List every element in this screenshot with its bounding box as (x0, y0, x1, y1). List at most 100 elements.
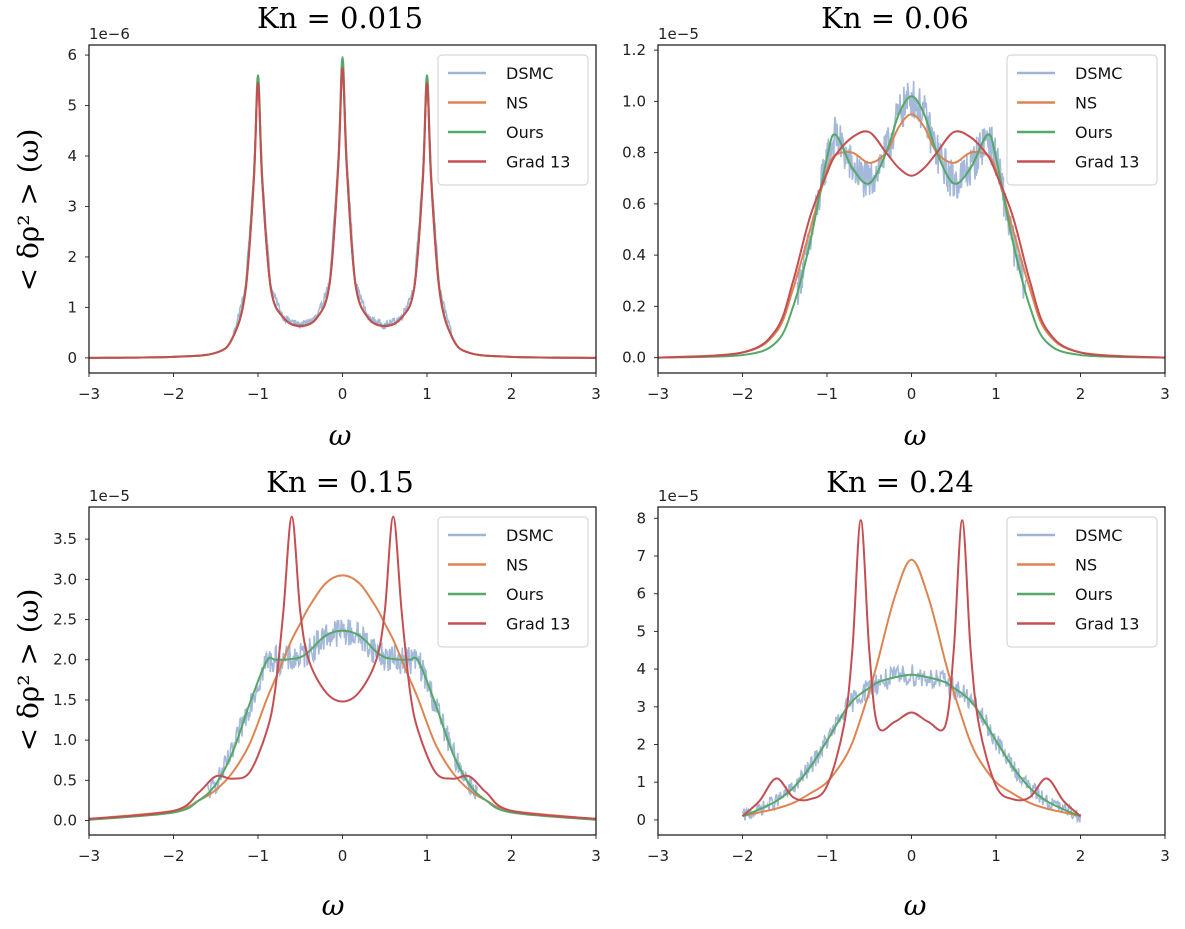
x-tick-label: 0 (907, 385, 917, 403)
y-tick-label: 0.6 (622, 195, 646, 213)
x-tick-label: −3 (647, 385, 669, 403)
y-tick-label: 0.4 (622, 246, 646, 264)
y-tick-label: 3.0 (53, 570, 77, 588)
x-tick-label: 1 (422, 847, 432, 865)
legend: DSMC NS Ours Grad 13 (437, 54, 589, 186)
x-tick-label: 2 (507, 385, 517, 403)
y-tick-label: 4 (67, 147, 77, 165)
y-tick-label: 0.0 (53, 812, 77, 830)
legend-box (437, 516, 589, 648)
plot-area (658, 80, 1165, 359)
y-tick-label: 2.0 (53, 651, 77, 669)
series-grad-13-line (741, 519, 1082, 817)
axes-frame (88, 506, 597, 836)
x-tick-label: 2 (1076, 847, 1086, 865)
y-offset-label: 1e−5 (89, 487, 130, 505)
x-tick-label: −1 (816, 385, 838, 403)
y-tick-label: 3 (67, 197, 77, 215)
panel-1: Kn = 0.015 −3 −2 −1 0 1 2 3 0 1 2 3 4 5 6 1e−6 ω < δρ² > … (12, 1, 601, 452)
legend-label-ours: Ours (506, 123, 544, 142)
legend-box (1006, 54, 1158, 186)
x-axis-label: ω (329, 419, 352, 452)
x-tick-label: 1 (991, 385, 1001, 403)
legend-label-dsmc: DSMC (506, 64, 553, 83)
x-tick-label: −1 (247, 385, 269, 403)
y-tick-label: 6 (67, 46, 77, 64)
x-tick-label: −3 (78, 385, 100, 403)
y-tick-label: 1.5 (53, 691, 77, 709)
y-tick-label: 5 (67, 97, 77, 115)
chart-title: Kn = 0.015 (257, 1, 423, 35)
series-ns-line (742, 558, 1081, 818)
series-dsmc-line (741, 663, 1082, 824)
y-tick-label: 2 (67, 248, 77, 266)
series-ours-line (658, 95, 1165, 359)
plot-area (741, 519, 1082, 824)
y-axis-label: < δρ² > (ω) (12, 589, 45, 752)
legend: DSMC NS Ours Grad 13 (1006, 54, 1158, 186)
y-tick-label: 0 (636, 811, 646, 829)
series-dsmc-line (206, 619, 479, 800)
axes-frame (657, 44, 1166, 374)
legend-label-dsmc: DSMC (1075, 64, 1122, 83)
y-tick-label: 1.0 (53, 731, 77, 749)
panel-4: Kn = 0.24 −3 −2 −1 0 1 2 3 0 1 2 3 4 5 6 7 8 1e−5 ω DSMC NS O… (636, 465, 1169, 922)
y-tick-label: 1 (67, 298, 77, 316)
legend: DSMC NS Ours Grad 13 (1006, 516, 1158, 648)
y-offset-label: 1e−5 (658, 487, 699, 505)
x-tick-label: 3 (1160, 847, 1170, 865)
legend-box (1006, 516, 1158, 648)
y-tick-label: 0.2 (622, 297, 646, 315)
legend-label-grad-13: Grad 13 (506, 153, 570, 172)
y-tick-label: 4 (636, 660, 646, 678)
y-tick-label: 0.5 (53, 771, 77, 789)
y-tick-label: 2.5 (53, 611, 77, 629)
y-tick-label: 3.5 (53, 530, 77, 548)
x-tick-label: −2 (162, 847, 184, 865)
legend-label-grad-13: Grad 13 (506, 615, 570, 634)
x-tick-label: 0 (338, 847, 348, 865)
legend: DSMC NS Ours Grad 13 (437, 516, 589, 648)
series-ns-line (89, 574, 596, 820)
y-tick-label: 0.0 (622, 349, 646, 367)
legend-box (437, 54, 589, 186)
x-tick-label: 0 (338, 385, 348, 403)
x-tick-label: −3 (78, 847, 100, 865)
x-tick-label: −1 (247, 847, 269, 865)
panel-3: Kn = 0.15 −3 −2 −1 0 1 2 3 0.0 0.5 1.0 1.5 2.0 2.5 3.0… (12, 465, 601, 922)
y-tick-label: 0.8 (622, 144, 646, 162)
legend-label-ns: NS (506, 556, 528, 575)
x-axis-label: ω (904, 419, 927, 452)
legend-label-ns: NS (1075, 94, 1097, 113)
legend-label-ours: Ours (506, 585, 544, 604)
plot-area (89, 515, 596, 821)
series-dsmc-line (796, 80, 1027, 306)
chart-title: Kn = 0.06 (821, 1, 969, 35)
y-tick-label: 7 (636, 547, 646, 565)
series-ours-line (742, 673, 1081, 818)
y-tick-label: 0 (67, 349, 77, 367)
chart-title: Kn = 0.24 (826, 465, 974, 499)
x-tick-label: −2 (731, 847, 753, 865)
plot-area (89, 56, 596, 359)
series-ns-line (658, 113, 1165, 359)
series-grad-13-line (89, 66, 596, 359)
legend-label-ours: Ours (1075, 585, 1113, 604)
series-grad-13-line (658, 130, 1165, 359)
x-axis-label: ω (322, 889, 345, 922)
y-tick-label: 8 (636, 509, 646, 527)
x-tick-label: −1 (816, 847, 838, 865)
x-tick-label: −2 (731, 385, 753, 403)
x-tick-label: −3 (647, 847, 669, 865)
y-tick-label: 1.0 (622, 92, 646, 110)
y-tick-label: 5 (636, 622, 646, 640)
series-grad-13-line (89, 515, 596, 820)
legend-label-dsmc: DSMC (506, 526, 553, 545)
series-dsmc-line (231, 56, 454, 339)
y-offset-label: 1e−5 (658, 25, 699, 43)
legend-label-dsmc: DSMC (1075, 526, 1122, 545)
y-tick-label: 6 (636, 585, 646, 603)
x-tick-label: 1 (422, 385, 432, 403)
legend-label-grad-13: Grad 13 (1075, 153, 1139, 172)
